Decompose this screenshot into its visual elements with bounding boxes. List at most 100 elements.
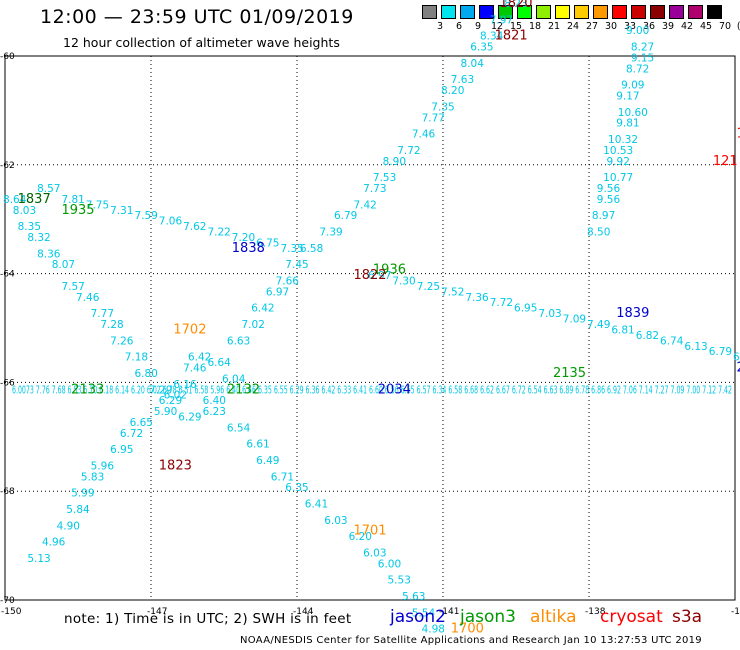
wave-height-value: 6.74 — [660, 335, 684, 347]
wave-height-value: 9.09 — [621, 80, 644, 92]
colorbar-label: 36 — [642, 21, 656, 32]
wave-height-value: 6.95 — [514, 303, 537, 315]
time-label: 1820 — [499, 0, 532, 11]
time-label: 1935 — [61, 203, 94, 218]
x-tick-label: -141 — [439, 607, 459, 617]
wave-height-value: 6.97 — [266, 286, 289, 298]
wave-height-value: 7.46 — [412, 129, 436, 141]
wave-height-value: 6.29 — [159, 395, 182, 407]
wave-height-value: 9.00 — [626, 25, 649, 37]
colorbar-swatch — [688, 5, 703, 19]
colorbar-label: 33 — [623, 21, 637, 32]
wave-height-value: 7.72 — [490, 297, 513, 309]
legend-altika: altika — [530, 607, 577, 627]
wave-height-value: 5.13 — [27, 553, 50, 565]
wave-height-value: 6.13 — [684, 341, 707, 353]
wave-height-value: 7.75 — [86, 199, 109, 211]
wave-height-value: 6.64 — [207, 357, 231, 369]
wave-height-value: 6.81 — [611, 324, 634, 336]
wave-height-value: 7.28 — [100, 319, 123, 331]
wave-height-value: 6.40 — [203, 395, 226, 407]
time-label: 1839 — [616, 306, 649, 321]
colorbar-label: (ft) — [733, 21, 740, 32]
wave-height-value: 9.92 — [607, 156, 630, 168]
wave-height-value: 5.90 — [154, 406, 177, 418]
wave-height-value: 8.36 — [37, 248, 61, 260]
x-tick-label: -144 — [293, 607, 314, 617]
wave-height-value: 6.03 — [324, 515, 347, 527]
wave-height-value: 6.95 — [110, 444, 133, 456]
wave-height-value: 7.66 — [276, 275, 300, 287]
y-tick-label: -68 — [0, 487, 15, 497]
wave-height-value: 9.15 — [631, 52, 654, 64]
y-tick-label: -60 — [0, 52, 15, 62]
wave-height-value: 8.32 — [27, 232, 50, 244]
colorbar-label: 24 — [566, 21, 580, 32]
colorbar-swatch — [460, 5, 475, 19]
wave-height-value: 6.54 — [733, 352, 740, 364]
legend-jason3: jason3 — [460, 607, 516, 627]
colorbar-swatch — [422, 5, 437, 19]
time-label: 121 — [713, 154, 738, 169]
wave-height-value: 10.60 — [618, 107, 648, 119]
legend-s3a: s3a — [672, 607, 703, 627]
wave-height-value: 5.96 — [91, 460, 115, 472]
wave-height-value: 7.02 — [242, 319, 265, 331]
wave-height-value: 10.77 — [603, 172, 633, 184]
wave-height-value: 7.25 — [417, 281, 440, 293]
colorbar-swatch — [650, 5, 665, 19]
wave-height-value: 6.29 — [178, 411, 201, 423]
wave-height-value: 7.22 — [207, 227, 230, 239]
colorbar-label: 39 — [661, 21, 675, 32]
wave-height-value: 7.97 — [490, 14, 513, 26]
wave-height-value: 7.18 — [125, 352, 148, 364]
wave-height-value: 7.63 — [451, 74, 474, 86]
colorbar-label: 6 — [455, 21, 463, 32]
time-label: 1701 — [353, 524, 386, 539]
map-frame — [4, 55, 736, 601]
colorbar-swatch — [498, 5, 513, 19]
wave-height-value: 7.45 — [285, 259, 308, 271]
wave-height-value: 7.36 — [465, 292, 489, 304]
wave-height-value: 7.59 — [134, 210, 157, 222]
x-tick-label: -150 — [1, 607, 22, 617]
wave-height-value: 8.03 — [13, 205, 36, 217]
wave-height-value: 6.97 — [368, 270, 391, 282]
time-label: 1702 — [173, 322, 206, 337]
wave-height-value: 8.90 — [383, 156, 406, 168]
wave-height-value: 7.52 — [441, 286, 464, 298]
wave-height-value: 8.97 — [592, 210, 615, 222]
wave-height-value: 8.35 — [18, 221, 41, 233]
wave-height-value: 5.54 — [412, 607, 436, 619]
wave-height-value: 6.49 — [256, 455, 279, 467]
colorbar-swatch — [669, 5, 684, 19]
wave-height-value: 6.63 — [227, 335, 250, 347]
wave-height-value: 6.42 — [188, 352, 211, 364]
wave-height-value: 7.06 — [159, 216, 183, 228]
wave-height-value: 6.65 — [130, 417, 153, 429]
wave-height-value: 6.04 — [222, 373, 246, 385]
wave-height-value: 9.17 — [616, 91, 639, 103]
wave-height-value: 7.29 — [149, 384, 172, 396]
wave-height-value: 6.41 — [305, 499, 328, 511]
colorbar-label: 70 — [718, 21, 732, 32]
wave-height-value: 7.09 — [563, 314, 586, 326]
wave-height-value: 6.35 — [470, 42, 493, 54]
wave-height-value: 8.57 — [37, 183, 60, 195]
wave-height-value: 7.53 — [373, 172, 396, 184]
colorbar-swatch — [479, 5, 494, 19]
colorbar-label: 18 — [528, 21, 542, 32]
wave-height-value: 7.49 — [587, 319, 610, 331]
wave-height-value: 6.20 — [349, 531, 372, 543]
time-label: 2133 — [71, 382, 104, 397]
wave-height-value: 4.90 — [57, 520, 80, 532]
wave-height-value: 8.04 — [461, 58, 485, 70]
colorbar-label: 45 — [699, 21, 713, 32]
map-note: note: 1) Time is in UTC; 2) SWH is in fe… — [64, 611, 352, 627]
wave-height-value: 6.82 — [636, 330, 659, 342]
colorbar-swatch — [593, 5, 608, 19]
time-label: 2135 — [553, 366, 586, 381]
wave-height-value: 7.35 — [431, 101, 454, 113]
colorbar-label: 15 — [509, 21, 523, 32]
